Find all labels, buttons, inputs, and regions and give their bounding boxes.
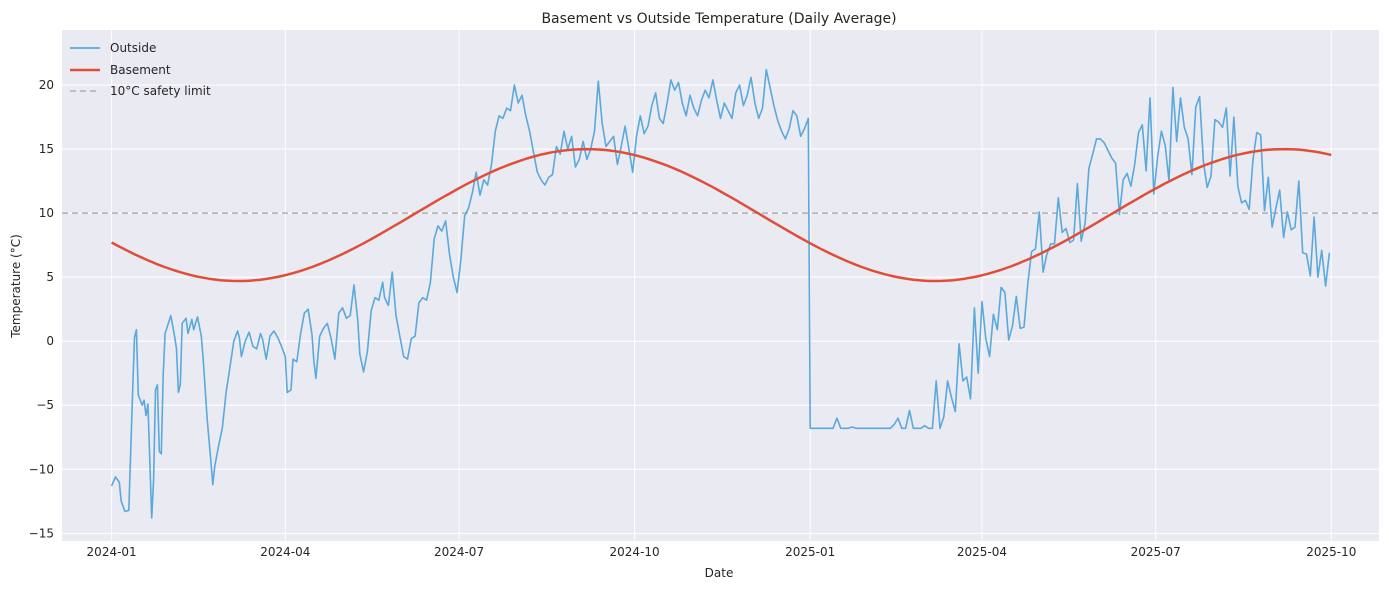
legend: Outside Basement 10°C safety limit (70, 41, 211, 98)
x-tick-label: 2024-10 (610, 545, 660, 559)
x-tick-label: 2024-04 (260, 545, 310, 559)
series-line-basement (111, 147, 1332, 283)
y-axis-label: Temperature (°C) (9, 234, 23, 339)
y-tick-label: 10 (39, 206, 54, 220)
y-tick-label: −5 (36, 398, 54, 412)
legend-label-safety-limit: 10°C safety limit (110, 84, 211, 98)
tick-labels: 20 15 10 5 0 −5 −10 −15 2024-01 2024-04 2024-07 202… (29, 78, 1357, 559)
y-tick-label: 20 (39, 78, 54, 92)
y-tick-label: 5 (46, 270, 54, 284)
x-tick-label: 2025-10 (1306, 545, 1356, 559)
x-axis-label: Date (705, 566, 734, 580)
series-layer (110, 68, 1332, 519)
y-tick-label: −10 (29, 462, 54, 476)
legend-label-basement: Basement (110, 63, 171, 77)
x-tick-label: 2025-01 (785, 545, 835, 559)
y-tick-label: 15 (39, 142, 54, 156)
y-tick-label: 0 (46, 334, 54, 348)
x-tick-label: 2025-07 (1131, 545, 1181, 559)
series-line-outside (110, 68, 1331, 519)
x-tick-label: 2025-04 (957, 545, 1007, 559)
legend-label-outside: Outside (110, 41, 156, 55)
grid (62, 30, 1379, 541)
x-tick-label: 2024-07 (434, 545, 484, 559)
y-tick-label: −15 (29, 526, 54, 540)
x-tick-label: 2024-01 (87, 545, 137, 559)
chart-title: Basement vs Outside Temperature (Daily A… (541, 11, 896, 27)
